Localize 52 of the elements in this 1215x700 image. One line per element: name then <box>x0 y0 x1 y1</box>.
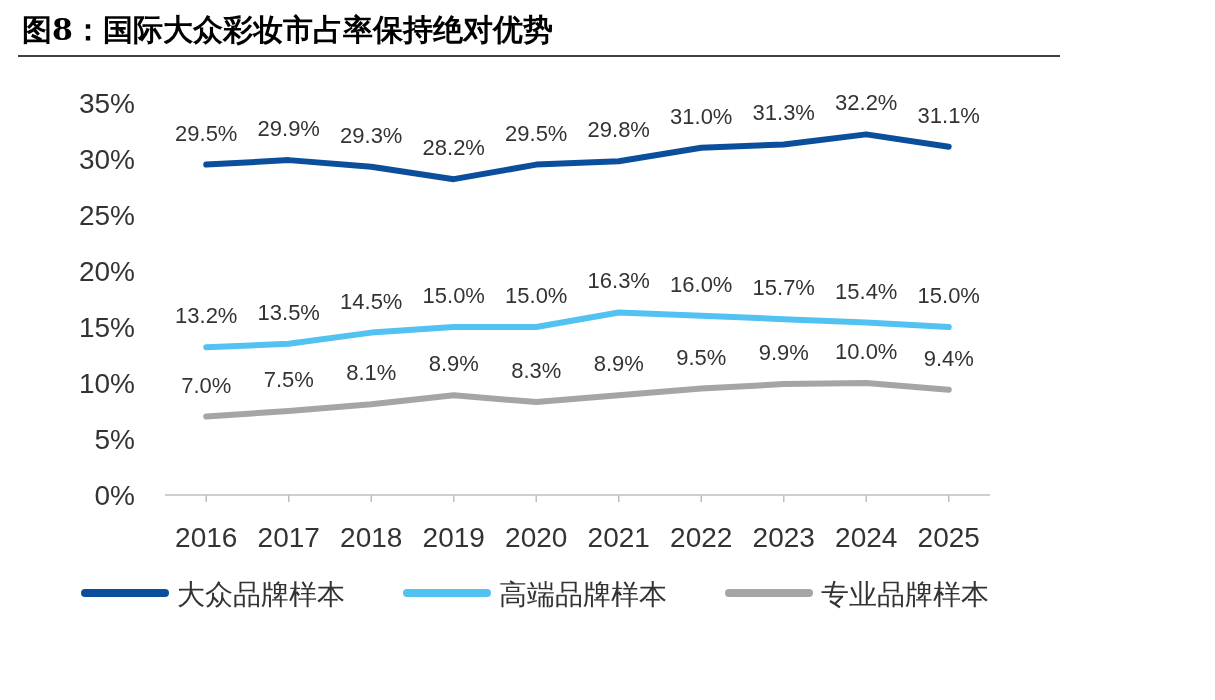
data-label: 16.3% <box>587 268 650 294</box>
y-tick-label: 0% <box>94 480 135 511</box>
data-label: 13.5% <box>257 299 320 325</box>
data-label: 8.9% <box>593 351 644 377</box>
x-tick-label: 2020 <box>505 522 568 553</box>
x-tick-label: 2023 <box>752 522 815 553</box>
data-label: 29.3% <box>340 122 403 148</box>
y-tick-label: 25% <box>78 200 135 231</box>
data-label: 29.5% <box>505 120 568 146</box>
data-label: 31.3% <box>752 100 815 126</box>
data-label: 9.5% <box>676 344 727 370</box>
y-tick-label: 20% <box>78 256 135 287</box>
legend-label: 高端品牌样本 <box>499 578 667 611</box>
data-label: 14.5% <box>340 288 403 314</box>
data-label: 31.0% <box>670 103 733 129</box>
x-tick-label: 2016 <box>175 522 238 553</box>
data-label: 13.2% <box>175 303 238 329</box>
legend-label: 大众品牌样本 <box>177 578 345 611</box>
data-label: 29.9% <box>257 116 320 142</box>
data-label: 15.0% <box>422 283 485 308</box>
x-tick-label: 2017 <box>257 522 320 553</box>
x-tick-label: 2025 <box>917 522 980 553</box>
chart-title: 图8：国际大众彩妆市占率保持绝对优势 <box>22 12 553 47</box>
y-tick-label: 30% <box>78 144 135 175</box>
data-label: 7.5% <box>263 367 314 392</box>
data-label: 8.9% <box>428 351 479 377</box>
data-label: 7.0% <box>181 372 232 398</box>
y-tick-label: 15% <box>78 312 135 343</box>
data-label: 8.1% <box>346 360 397 386</box>
data-label: 16.0% <box>670 271 733 297</box>
x-tick-label: 2021 <box>587 522 650 553</box>
data-label: 28.2% <box>422 135 485 161</box>
data-label: 10.0% <box>835 339 898 364</box>
y-tick-label: 35% <box>78 88 135 119</box>
data-label: 15.0% <box>917 283 980 308</box>
x-tick-label: 2019 <box>422 522 485 553</box>
y-tick-label: 5% <box>94 424 135 455</box>
data-label: 8.3% <box>511 358 562 384</box>
data-label: 15.0% <box>505 283 568 308</box>
x-tick-label: 2022 <box>670 522 733 553</box>
data-label: 15.4% <box>835 278 898 304</box>
data-label: 29.5% <box>175 120 238 146</box>
data-label: 32.2% <box>835 90 898 116</box>
data-label: 15.7% <box>752 275 815 301</box>
y-tick-label: 10% <box>78 368 135 399</box>
x-tick-label: 2024 <box>835 522 898 553</box>
x-tick-label: 2018 <box>340 522 403 553</box>
data-label: 31.1% <box>917 102 980 128</box>
data-label: 9.9% <box>758 340 809 366</box>
data-label: 29.8% <box>587 117 650 143</box>
legend-label: 专业品牌样本 <box>821 578 989 611</box>
data-label: 9.4% <box>923 345 974 371</box>
